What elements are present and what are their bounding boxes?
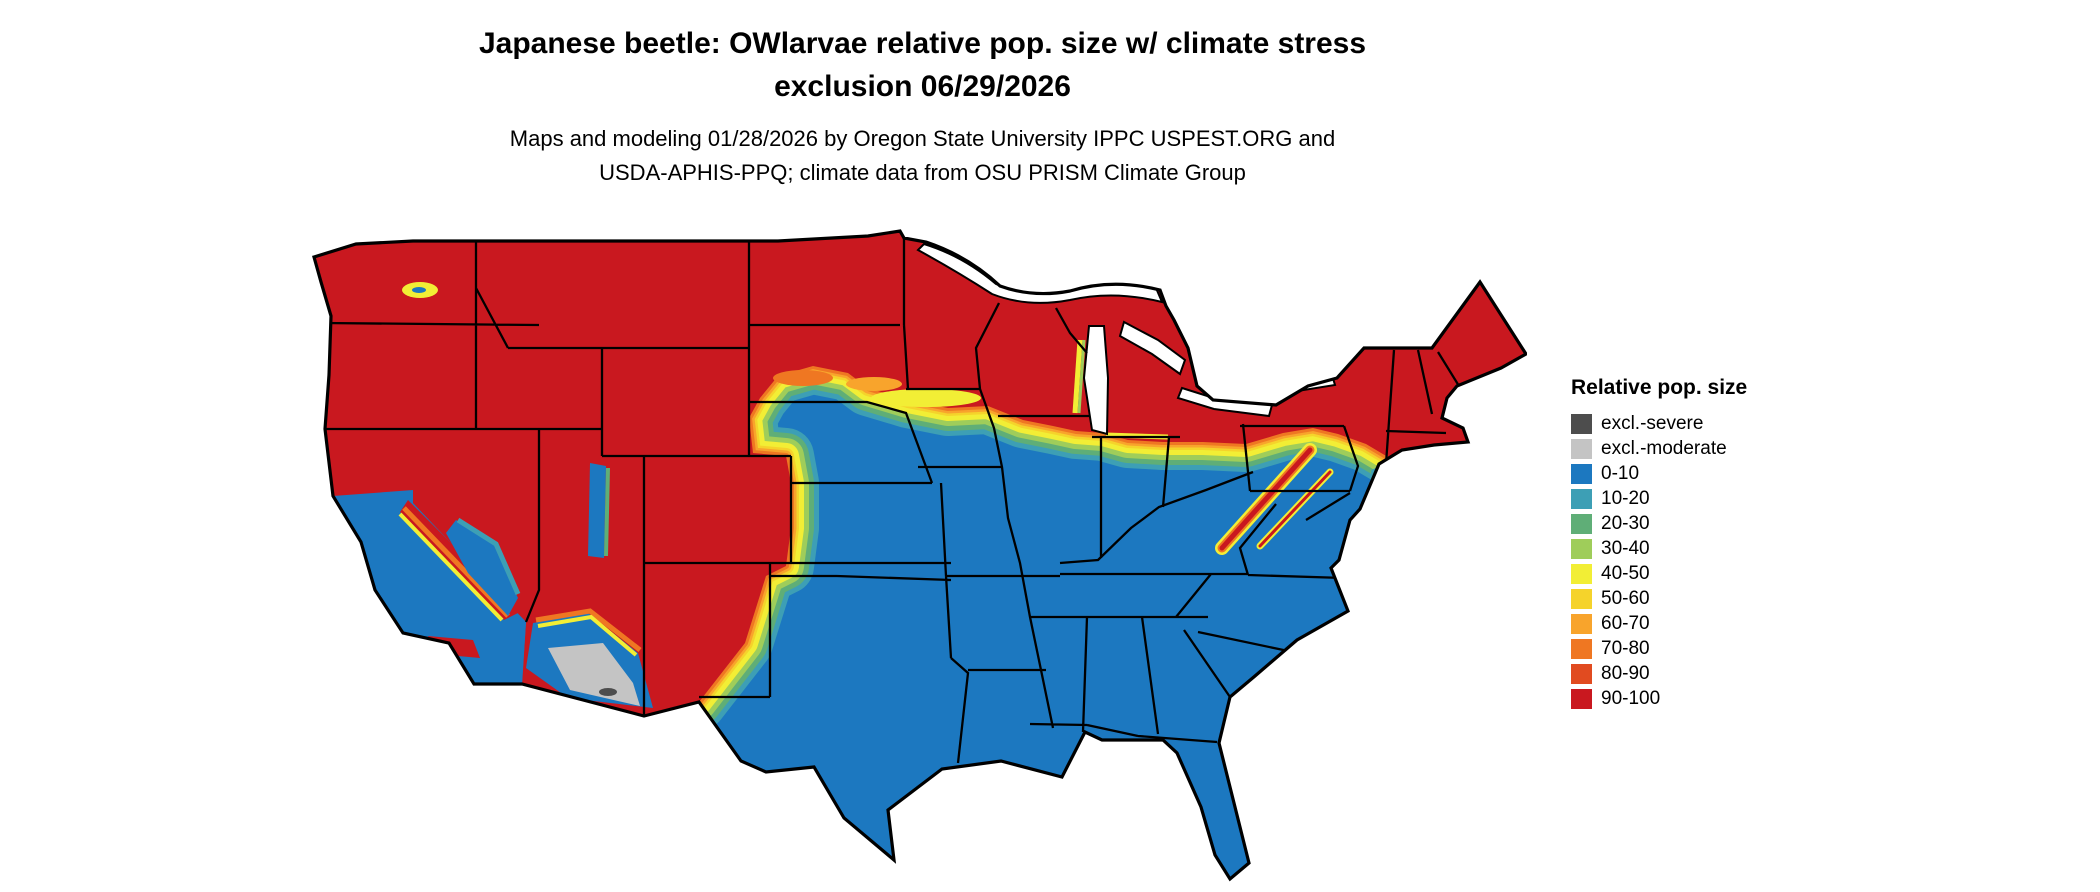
- lake-michigan: [1082, 325, 1110, 436]
- legend-row: 20-30: [1571, 511, 1747, 536]
- utah-strip-fringe: [604, 467, 610, 557]
- map-container: [308, 228, 1527, 884]
- arizona-exclusion-moderate: [548, 643, 640, 706]
- page-title-line-1: Japanese beetle: OWlarvae relative pop. …: [478, 27, 1367, 60]
- legend-label: 80-90: [1601, 662, 1650, 684]
- wisconsin-shore-strip-yellow: [1072, 339, 1083, 414]
- legend-swatch: [1571, 688, 1592, 709]
- legend-label: 20-30: [1601, 512, 1650, 534]
- legend-swatch: [1571, 463, 1592, 484]
- washington-basin-spot-blue: [412, 287, 426, 293]
- legend-row: 90-100: [1571, 686, 1747, 711]
- legend-row: excl.-moderate: [1571, 436, 1747, 461]
- legend-label: 70-80: [1601, 637, 1650, 659]
- great-lakes: [916, 242, 1337, 436]
- legend-swatch: [1571, 663, 1592, 684]
- legend-label: 30-40: [1601, 537, 1650, 559]
- legend-row: 10-20: [1571, 486, 1747, 511]
- header: Japanese beetle: OWlarvae relative pop. …: [0, 22, 1845, 190]
- legend-row: 80-90: [1571, 661, 1747, 686]
- page-title-line-2: exclusion 06/29/2026: [774, 70, 1071, 103]
- arizona-fringe-orange: [535, 608, 642, 652]
- legend-swatch: [1571, 588, 1592, 609]
- lake-huron: [1118, 320, 1187, 376]
- sierra-fringe-yellow: [398, 512, 504, 622]
- state-borders: [322, 231, 1460, 764]
- legend-label: 10-20: [1601, 487, 1650, 509]
- legend-label: 50-60: [1601, 587, 1650, 609]
- legend-swatch: [1571, 513, 1592, 534]
- legend-label: 0-10: [1601, 462, 1640, 484]
- legend-row: 60-70: [1571, 611, 1747, 636]
- legend-swatch: [1571, 438, 1592, 459]
- iowa-band-bulge-yellow: [871, 389, 981, 407]
- us-map: [312, 229, 1527, 881]
- nevada-patch-fringe: [456, 517, 521, 596]
- legend-row: 70-80: [1571, 636, 1747, 661]
- utah-lowland-strip: [588, 463, 606, 558]
- sd-tongue-orange: [773, 370, 833, 386]
- legend-row: 50-60: [1571, 586, 1747, 611]
- legend-swatch: [1571, 638, 1592, 659]
- legend-swatch: [1571, 563, 1592, 584]
- legend-swatch: [1571, 538, 1592, 559]
- arizona-fringe-yellow: [537, 614, 638, 657]
- subtitle-line-1: Maps and modeling 01/28/2026 by Oregon S…: [509, 126, 1336, 151]
- legend-swatch: [1571, 488, 1592, 509]
- sierra-fringe-orange: [402, 506, 510, 618]
- legend-label: 60-70: [1601, 612, 1650, 634]
- legend-swatch: [1571, 613, 1592, 634]
- legend-row: 40-50: [1571, 561, 1747, 586]
- appalachian-ridge2-red: [1258, 470, 1332, 548]
- legend: Relative pop. size excl.-severe excl.-mod…: [1571, 376, 1747, 711]
- subtitle-line-2: USDA-APHIS-PPQ; climate data from OSU PR…: [599, 160, 1246, 185]
- wisconsin-shore-strip-green: [1077, 339, 1086, 414]
- legend-row: 0-10: [1571, 461, 1747, 486]
- nevada-lowland-patch: [446, 520, 518, 616]
- legend-row: 30-40: [1571, 536, 1747, 561]
- legend-label: 90-100: [1601, 687, 1661, 709]
- california-lowland: [333, 490, 526, 682]
- dakota-band-bulge-orange: [846, 377, 902, 391]
- appalachian-ridge-red: [1219, 447, 1313, 551]
- arizona-exclusion-severe: [599, 688, 617, 696]
- legend-row: excl.-severe: [1571, 411, 1747, 436]
- legend-title: Relative pop. size: [1571, 376, 1748, 399]
- legend-label: excl.-severe: [1601, 412, 1704, 434]
- legend-rows: excl.-severe excl.-moderate 0-10 10-20 20-30…: [1571, 411, 1747, 711]
- subtitle: Maps and modeling 01/28/2026 by Oregon S…: [0, 122, 1845, 190]
- legend-label: 40-50: [1601, 562, 1650, 584]
- legend-swatch: [1571, 413, 1592, 434]
- legend-label: excl.-moderate: [1601, 437, 1727, 459]
